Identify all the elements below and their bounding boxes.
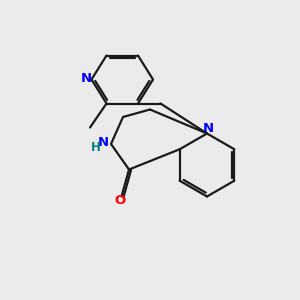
Text: N: N bbox=[98, 136, 109, 149]
Text: O: O bbox=[114, 194, 126, 208]
Text: N: N bbox=[80, 71, 92, 85]
Text: H: H bbox=[91, 141, 100, 154]
Text: N: N bbox=[203, 122, 214, 135]
